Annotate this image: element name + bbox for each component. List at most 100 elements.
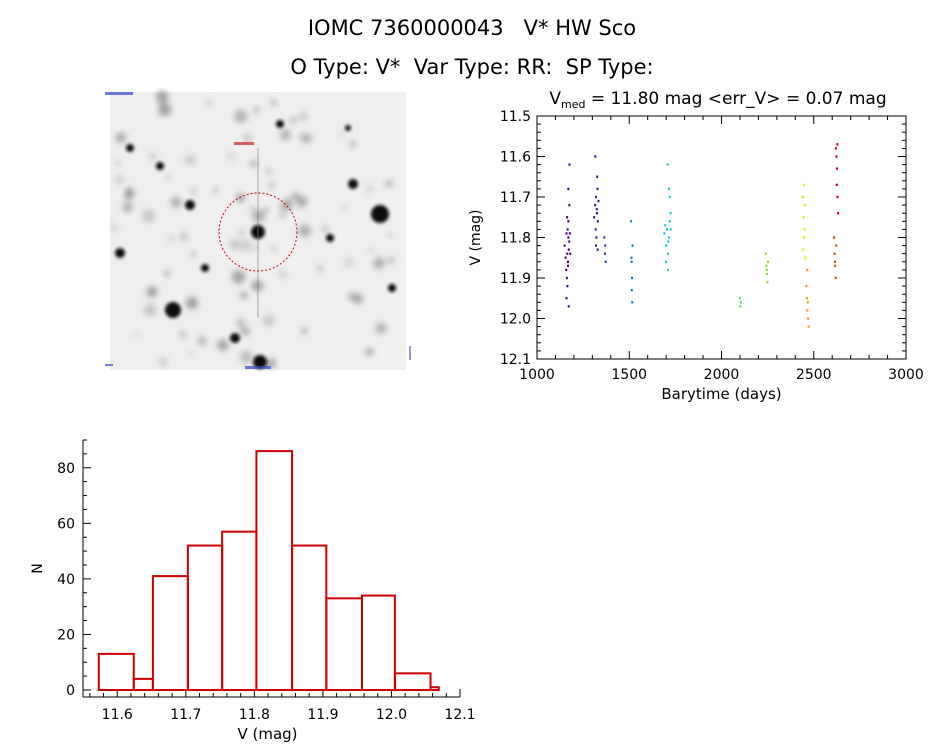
data-point <box>836 195 839 199</box>
data-point <box>568 232 571 235</box>
y-tick-label: 80 <box>57 461 75 477</box>
data-point <box>566 284 569 288</box>
histogram-bar <box>325 597 363 691</box>
y-tick-label: 60 <box>57 516 75 532</box>
data-point <box>596 220 599 223</box>
series-1 <box>563 163 572 308</box>
data-point <box>802 183 805 187</box>
finder-chart-image <box>105 90 411 370</box>
data-point <box>597 199 600 203</box>
histogram-bar <box>132 677 154 691</box>
data-point <box>563 244 566 247</box>
data-point <box>738 297 741 300</box>
data-point <box>835 167 838 170</box>
data-point <box>630 288 633 292</box>
y-tick-label: 11.6 <box>500 150 531 166</box>
data-point <box>595 195 598 199</box>
light-curve-title: Vmed = 11.80 mag <err_V> = 0.07 mag <box>549 89 886 111</box>
data-point <box>631 244 634 247</box>
data-point <box>665 244 668 247</box>
data-point <box>603 236 606 239</box>
data-point <box>765 264 768 268</box>
histogram-bar <box>97 652 135 691</box>
star <box>253 355 267 369</box>
data-point <box>805 284 808 288</box>
data-point <box>805 297 808 300</box>
magnitude-histogram: 0 20 40 60 80 11.6 11.7 11.8 11.9 12.0 12.1 V (mag)… <box>30 439 476 743</box>
histogram-bar <box>393 672 432 691</box>
data-point <box>565 268 568 272</box>
y-tick-label: 12.0 <box>500 312 531 328</box>
data-point <box>765 268 768 272</box>
y-tick-label: 0 <box>66 683 75 699</box>
star <box>115 248 125 258</box>
data-point <box>593 216 596 219</box>
x-tick-label: 2000 <box>704 367 740 383</box>
data-point <box>664 224 667 227</box>
data-point <box>595 212 598 215</box>
data-point <box>595 244 598 247</box>
histogram-bar <box>255 450 294 691</box>
data-point <box>667 236 670 239</box>
data-point <box>630 220 633 223</box>
star <box>371 205 389 223</box>
data-point <box>766 280 769 284</box>
data-point <box>569 252 572 255</box>
y-tick-label: 11.7 <box>500 190 531 206</box>
data-point <box>604 244 607 247</box>
data-point <box>833 260 836 263</box>
x-tick-label: 11.7 <box>170 707 201 723</box>
data-point <box>834 276 837 280</box>
data-point <box>834 264 837 268</box>
data-point <box>806 309 809 312</box>
data-point <box>833 252 836 255</box>
data-point <box>567 236 570 239</box>
data-point <box>666 252 669 255</box>
data-point <box>594 228 597 231</box>
data-point <box>566 216 569 219</box>
x-tick-label: 11.6 <box>102 707 133 723</box>
data-point <box>807 317 810 320</box>
x-tick-label: 1500 <box>611 367 647 383</box>
x-axis-label: Barytime (days) <box>661 385 781 403</box>
x-tick-label: 3000 <box>888 367 924 383</box>
star <box>201 264 209 272</box>
data-point <box>835 244 838 247</box>
x-tick-label: 2500 <box>796 367 832 383</box>
y-tick-label: 11.9 <box>500 271 531 287</box>
data-point <box>835 155 838 158</box>
data-point <box>669 212 672 215</box>
target-circle <box>218 192 298 272</box>
figure-title: IOMC 7360000043 V* HW Sco <box>307 16 637 40</box>
data-point <box>568 163 571 166</box>
data-point <box>567 305 570 308</box>
data-point <box>666 228 669 231</box>
data-point <box>801 195 804 199</box>
star <box>185 200 195 210</box>
histogram-bar <box>429 686 440 692</box>
data-point <box>565 232 568 235</box>
data-point <box>804 256 807 259</box>
data-point <box>802 248 805 251</box>
histogram-bar <box>221 530 258 691</box>
y-axis-label: V (mag) <box>468 209 484 265</box>
data-point <box>566 228 569 231</box>
data-point <box>837 212 840 215</box>
series-10 <box>833 236 838 280</box>
series-9 <box>805 268 810 328</box>
data-point <box>565 297 568 300</box>
x-tick-label: 1000 <box>519 367 555 383</box>
x-axis-label: V (mag) <box>237 725 297 743</box>
data-point <box>568 240 571 243</box>
data-point <box>667 240 670 243</box>
data-point <box>604 260 607 263</box>
star <box>156 162 164 170</box>
x-tick-label: 12.0 <box>376 707 407 723</box>
data-point <box>669 228 672 231</box>
data-point <box>803 203 806 207</box>
light-curve-chart: Vmed = 11.80 mag <err_V> = 0.07 mag 1000 1… <box>468 89 924 403</box>
data-point <box>834 147 837 150</box>
series-8 <box>801 183 807 259</box>
data-point <box>663 232 666 235</box>
data-point <box>566 260 569 263</box>
